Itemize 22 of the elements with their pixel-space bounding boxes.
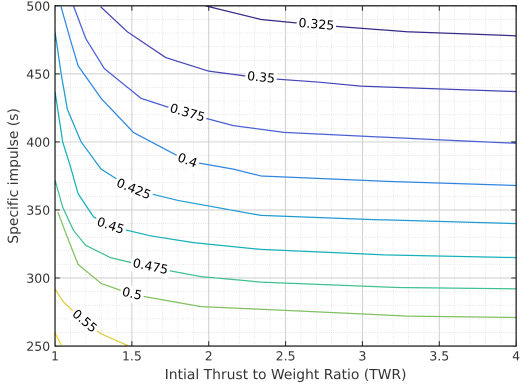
x-tick-label: 2: [206, 351, 212, 360]
x-axis-title: Intial Thrust to Weight Ratio (TWR): [166, 368, 406, 382]
line-series: [55, 90, 516, 258]
x-tick-label: 3: [359, 351, 366, 361]
x-tick-label: 2.5: [276, 351, 294, 361]
line-series: [100, 6, 516, 92]
y-tick-label: 300: [27, 273, 50, 283]
series-label: 0.4: [177, 152, 198, 168]
line-series: [205, 6, 516, 36]
y-tick-label: 500: [27, 1, 50, 11]
x-tick-label: 4: [512, 351, 520, 360]
line-series: [72, 6, 516, 144]
y-tick-label: 250: [27, 342, 50, 351]
x-tick-label: 1: [52, 351, 58, 360]
x-tick-label: 1.5: [123, 351, 141, 361]
y-tick-label: 400: [26, 137, 50, 147]
y-tick-label: 450: [26, 69, 50, 79]
y-tick-label: 350: [27, 205, 50, 215]
y-axis-title: Specific impulse (s): [7, 109, 21, 243]
series-label: 0.45: [96, 216, 124, 234]
series-label: 0.5: [122, 286, 142, 300]
x-tick-label: 3.5: [430, 351, 448, 361]
